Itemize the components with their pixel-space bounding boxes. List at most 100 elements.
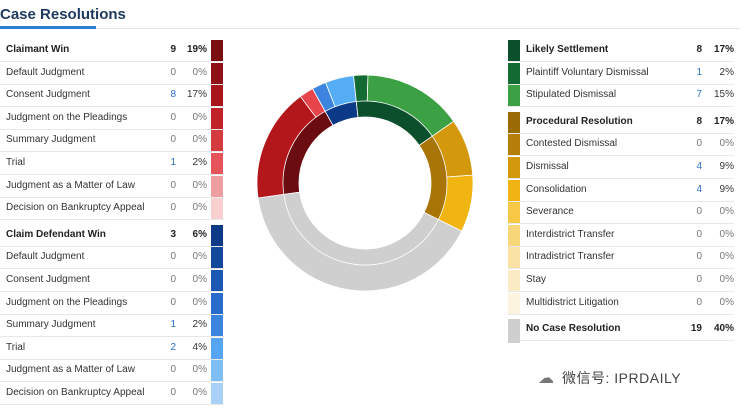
row-percent: 2%	[192, 157, 207, 168]
row-label: Judgment as a Matter of Law	[6, 364, 135, 376]
color-swatch	[211, 198, 223, 220]
row-count: 0	[170, 111, 176, 123]
color-swatch	[508, 247, 520, 269]
row-percent: 6%	[192, 228, 207, 240]
color-swatch	[508, 85, 520, 107]
row-label: Trial	[6, 157, 26, 168]
table-row-judgment-as-a-matter-of-law: Judgment as a Matter of Law 0 0%	[0, 175, 224, 198]
table-row-default-judgment: Default Judgment 0 0%	[0, 62, 224, 85]
title-divider	[96, 28, 740, 29]
color-swatch	[211, 315, 223, 337]
row-label: Summary Judgment	[6, 319, 96, 331]
row-label: No Case Resolution	[526, 323, 621, 335]
row-percent: 0%	[719, 296, 734, 308]
table-row-summary-judgment: Summary Judgment 1 2%	[0, 315, 224, 338]
outer-slice-plaintiff-voluntary-dismissal[interactable]	[353, 74, 369, 104]
color-swatch	[211, 383, 223, 404]
color-swatch	[211, 247, 223, 269]
color-swatch	[508, 202, 520, 224]
table-row-judgment-on-the-pleadings: Judgment on the Pleadings 0 0%	[0, 107, 224, 130]
group-header-no-case-resolution: No Case Resolution 19 40%	[508, 319, 734, 344]
row-label: Dismissal	[526, 161, 569, 172]
row-label: Judgment on the Pleadings	[6, 111, 128, 123]
row-percent: 15%	[713, 89, 734, 101]
color-swatch	[211, 153, 223, 174]
row-label: Claimant Win	[6, 44, 70, 55]
row-count: 0	[696, 138, 702, 150]
row-count: 0	[170, 66, 176, 78]
row-count[interactable]: 4	[696, 161, 702, 172]
row-percent: 0%	[192, 274, 207, 285]
row-label: Judgment on the Pleadings	[6, 296, 128, 308]
color-swatch	[508, 40, 520, 61]
row-count: 0	[696, 251, 702, 263]
row-percent: 19%	[186, 44, 207, 55]
row-label: Plaintiff Voluntary Dismissal	[526, 66, 649, 78]
row-percent: 0%	[719, 228, 734, 240]
row-label: Contested Dismissal	[526, 138, 618, 150]
row-label: Claim Defendant Win	[6, 228, 106, 240]
row-count: 0	[170, 134, 176, 146]
color-swatch	[508, 157, 520, 178]
row-count[interactable]: 8	[170, 89, 176, 101]
table-row-stay: Stay 0 0%	[508, 270, 734, 292]
table-row-judgment-as-a-matter-of-law: Judgment as a Matter of Law 0 0%	[0, 360, 224, 383]
table-row-consent-judgment: Consent Judgment 0 0%	[0, 270, 224, 292]
color-swatch	[211, 107, 223, 129]
row-percent: 17%	[186, 89, 207, 101]
table-row-severance: Severance 0 0%	[508, 202, 734, 225]
row-label: Summary Judgment	[6, 134, 96, 146]
table-row-stipulated-dismissal: Stipulated Dismissal 7 15%	[508, 85, 734, 108]
row-percent: 0%	[192, 251, 207, 263]
row-percent: 0%	[192, 202, 207, 214]
table-row-default-judgment: Default Judgment 0 0%	[0, 247, 224, 270]
row-count: 0	[170, 387, 176, 398]
row-percent: 2%	[192, 319, 207, 331]
row-count[interactable]: 2	[170, 341, 176, 353]
table-row-contested-dismissal: Contested Dismissal 0 0%	[508, 134, 734, 157]
table-row-decision-on-bankruptcy-appeal: Decision on Bankruptcy Appeal 0 0%	[0, 198, 224, 221]
row-percent: 0%	[192, 364, 207, 376]
row-count[interactable]: 1	[696, 66, 702, 78]
row-count: 0	[696, 206, 702, 218]
table-row-trial: Trial 2 4%	[0, 337, 224, 360]
case-resolutions-donut-chart	[256, 74, 474, 292]
group-header-claimant-win: Claimant Win 9 19%	[0, 40, 224, 62]
row-count: 0	[170, 274, 176, 285]
row-label: Procedural Resolution	[526, 115, 633, 127]
row-count: 8	[696, 44, 702, 55]
row-percent: 17%	[713, 44, 734, 55]
row-label: Trial	[6, 341, 26, 353]
color-swatch	[211, 337, 223, 359]
color-swatch	[508, 62, 520, 84]
row-label: Likely Settlement	[526, 44, 609, 55]
row-label: Intradistrict Transfer	[526, 251, 615, 263]
row-percent: 9%	[719, 161, 734, 172]
table-row-consolidation: Consolidation 4 9%	[508, 179, 734, 202]
color-swatch	[211, 292, 223, 314]
color-swatch	[211, 40, 223, 61]
row-count: 0	[170, 296, 176, 308]
inner-slice-no-case-resolution[interactable]	[283, 191, 439, 266]
color-swatch	[211, 360, 223, 382]
watermark-text: 微信号: IPRDAILY	[562, 370, 682, 386]
color-swatch	[508, 179, 520, 201]
row-count[interactable]: 1	[170, 319, 176, 331]
row-percent: 40%	[713, 323, 734, 335]
row-count[interactable]: 7	[696, 89, 702, 101]
row-percent: 0%	[192, 179, 207, 191]
table-row-dismissal: Dismissal 4 9%	[508, 157, 734, 179]
table-row-plaintiff-voluntary-dismissal: Plaintiff Voluntary Dismissal 1 2%	[508, 62, 734, 85]
row-count: 0	[696, 274, 702, 285]
row-percent: 0%	[192, 296, 207, 308]
row-percent: 9%	[719, 183, 734, 195]
row-percent: 17%	[713, 115, 734, 127]
row-percent: 0%	[192, 66, 207, 78]
row-count[interactable]: 4	[696, 183, 702, 195]
row-label: Severance	[526, 206, 574, 218]
row-count: 0	[170, 179, 176, 191]
row-label: Consent Judgment	[6, 89, 90, 101]
row-label: Consent Judgment	[6, 274, 90, 285]
row-count[interactable]: 1	[170, 157, 176, 168]
color-swatch	[508, 134, 520, 156]
